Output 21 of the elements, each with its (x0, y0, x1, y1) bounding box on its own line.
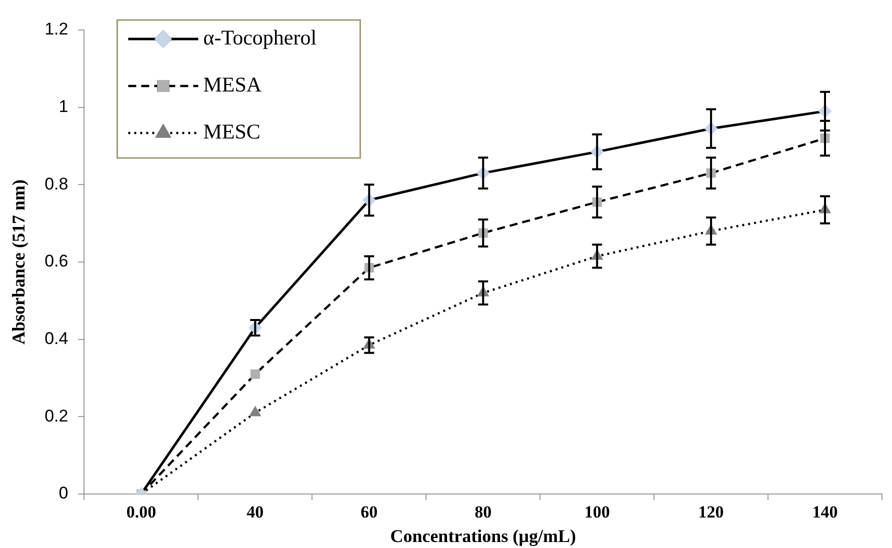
x-axis-title: Concentrations (µg/mL) (390, 526, 576, 546)
y-tick-label: 1 (58, 97, 68, 116)
y-tick-label: 0.2 (44, 406, 68, 426)
x-tick-label: 120 (698, 502, 724, 522)
x-tick-label: 0.00 (126, 502, 156, 522)
x-tick-label: 140 (812, 502, 838, 522)
y-axis-title: Absorbance (517 nm) (8, 179, 28, 344)
y-tick-label: 1.2 (44, 20, 68, 39)
point (249, 406, 261, 416)
legend-label: MESC (203, 120, 260, 144)
x-tick-label: 100 (584, 502, 610, 522)
y-tick-label: 0 (58, 484, 68, 503)
legend-label: MESA (203, 72, 262, 97)
x-tick-label: 40 (246, 502, 264, 522)
point (250, 369, 260, 379)
legend-label: α-Tocopherol (203, 26, 317, 50)
y-tick-label: 0.4 (44, 329, 68, 348)
x-tick-label: 80 (474, 502, 492, 522)
x-tick-label: 60 (360, 502, 378, 522)
y-tick-label: 0.8 (44, 174, 68, 194)
y-tick-label: 0.6 (44, 252, 68, 271)
